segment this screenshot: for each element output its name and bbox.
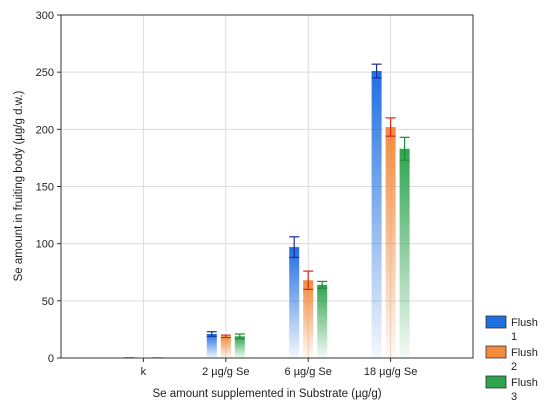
bar xyxy=(234,336,245,358)
x-tick-label: k xyxy=(141,366,147,378)
y-tick-label: 300 xyxy=(36,10,54,22)
x-tick-label: 18 µg/g Se xyxy=(364,366,417,378)
y-axis-title: Se amount in fruiting body (µg/g d.w.) xyxy=(13,90,25,281)
legend: Flush 1 Flush 2 Flush 3 xyxy=(485,315,538,403)
x-tick-label: 6 µg/g Se xyxy=(285,366,332,378)
x-axis-ticks: k 2 µg/g Se 6 µg/g Se 18 µg/g Se xyxy=(141,358,417,378)
legend-swatch xyxy=(485,345,507,359)
legend-label: Flush 2 xyxy=(511,347,538,373)
y-tick-label: 250 xyxy=(36,67,54,79)
bar xyxy=(220,336,231,358)
y-axis-ticks: 0 50 100 150 200 250 300 xyxy=(36,10,61,365)
bar xyxy=(206,333,217,358)
y-tick-label: 200 xyxy=(36,124,54,136)
bar xyxy=(303,280,314,358)
grid xyxy=(61,14,473,359)
legend-swatch xyxy=(485,375,507,389)
bar xyxy=(371,71,382,359)
y-tick-label: 50 xyxy=(42,296,54,308)
legend-label: Flush 1 xyxy=(511,317,538,343)
x-axis-title: Se amount supplemented in Substrate (µg/… xyxy=(152,388,381,400)
y-tick-label: 150 xyxy=(36,182,54,194)
legend-swatch xyxy=(485,315,507,329)
bars xyxy=(124,71,410,359)
y-tick-label: 100 xyxy=(36,239,54,251)
legend-label: Flush 3 xyxy=(511,377,538,403)
error-bars xyxy=(206,63,410,340)
bar xyxy=(385,127,396,359)
bar xyxy=(317,284,328,358)
bar xyxy=(289,247,300,358)
y-tick-label: 0 xyxy=(48,353,54,365)
x-tick-label: 2 µg/g Se xyxy=(202,366,249,378)
bar xyxy=(399,148,410,358)
